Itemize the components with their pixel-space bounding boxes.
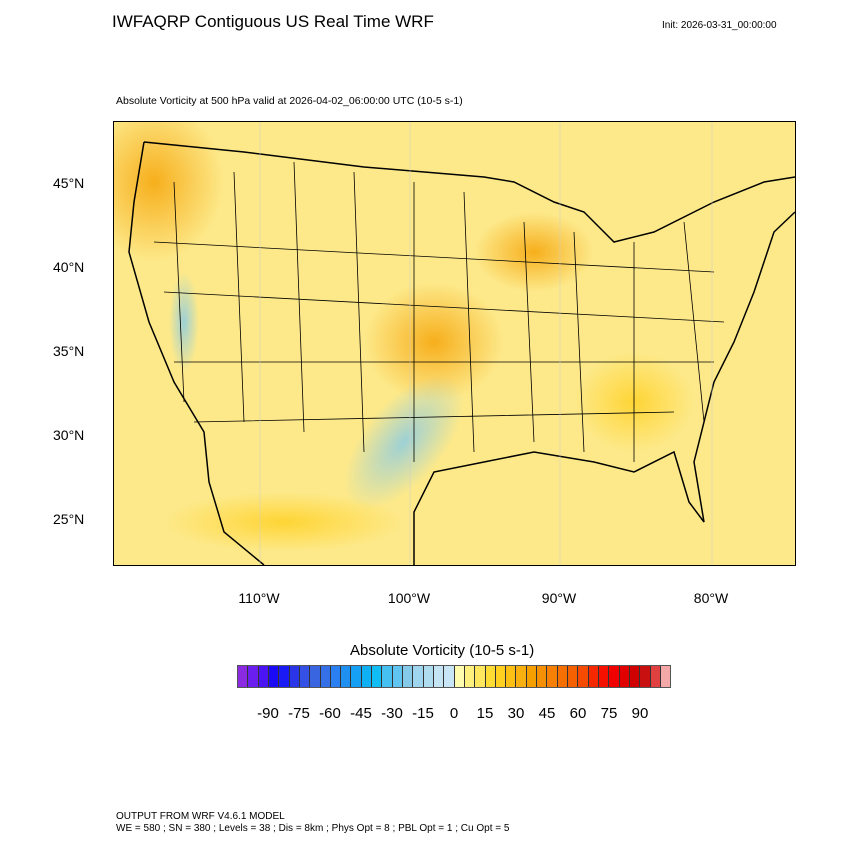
colorbar-box	[372, 666, 383, 687]
vorticity-field	[169, 272, 199, 372]
footer-config: WE = 580 ; SN = 380 ; Levels = 38 ; Dis …	[116, 823, 510, 834]
coastline-outline	[128, 141, 796, 566]
colorbar-box	[578, 666, 589, 687]
colorbar-box	[423, 666, 434, 687]
vorticity-field	[164, 492, 404, 552]
colorbar	[237, 665, 671, 688]
lon-label: 100°W	[387, 590, 431, 606]
colorbar-box	[650, 666, 661, 687]
colorbar-box	[351, 666, 362, 687]
lat-label: 45°N	[53, 175, 85, 191]
footer-model: OUTPUT FROM WRF V4.6.1 MODEL	[116, 811, 285, 822]
vorticity-field	[344, 375, 464, 509]
colorbar-tick-label: -30	[381, 705, 403, 722]
vorticity-field	[84, 102, 224, 262]
colorbar-tick-label: 60	[569, 705, 587, 722]
figure-title: IWFAQRP Contiguous US Real Time WRF	[112, 12, 434, 31]
colorbar-box	[495, 666, 507, 687]
colorbar-box	[248, 666, 259, 687]
vorticity-map	[84, 102, 796, 566]
colorbar-box	[537, 666, 548, 687]
colorbar-box	[557, 666, 568, 687]
lat-label: 35°N	[53, 343, 85, 359]
colorbar-tick-label: 90	[631, 705, 649, 722]
colorbar-box	[361, 666, 373, 687]
lat-label: 30°N	[53, 427, 85, 443]
colorbar-box	[609, 666, 620, 687]
colorbar-tick-label: 15	[476, 705, 494, 722]
vorticity-field	[474, 212, 594, 292]
colorbar-tick-label: -15	[412, 705, 434, 722]
colorbar-box	[516, 666, 527, 687]
map-canvas	[84, 102, 796, 566]
colorbar-box	[258, 666, 269, 687]
colorbar-box	[526, 666, 538, 687]
colorbar-box	[330, 666, 342, 687]
colorbar-box	[619, 666, 630, 687]
colorbar-box	[547, 666, 558, 687]
colorbar-box	[320, 666, 331, 687]
colorbar-tick-label: -90	[257, 705, 279, 722]
colorbar-box	[413, 666, 424, 687]
colorbar-box	[588, 666, 599, 687]
colorbar-tick-label: 30	[507, 705, 525, 722]
colorbar-box	[279, 666, 290, 687]
colorbar-box	[475, 666, 486, 687]
lon-label: 80°W	[693, 590, 729, 606]
colorbar-box	[392, 666, 403, 687]
colorbar-box	[454, 666, 465, 687]
colorbar-box	[598, 666, 610, 687]
colorbar-box	[506, 666, 517, 687]
colorbar-box	[310, 666, 321, 687]
colorbar-box	[485, 666, 496, 687]
colorbar-box	[640, 666, 651, 687]
state-borders	[153, 161, 725, 462]
colorbar-tick-label: 0	[449, 705, 459, 722]
colorbar-box	[299, 666, 311, 687]
colorbar-tick-label: 45	[538, 705, 556, 722]
colorbar-tick-label: -75	[288, 705, 310, 722]
colorbar-box	[629, 666, 641, 687]
colorbar-tick-label: -60	[319, 705, 341, 722]
colorbar-box	[289, 666, 300, 687]
lon-label: 110°W	[238, 590, 280, 606]
colorbar-box	[433, 666, 445, 687]
colorbar-tick-label: 75	[600, 705, 618, 722]
graticule	[259, 122, 713, 565]
colorbar-box	[464, 666, 476, 687]
colorbar-box	[238, 666, 249, 687]
lat-label: 40°N	[53, 259, 85, 275]
colorbar-title: Absolute Vorticity (10-5 s-1)	[350, 642, 535, 659]
lon-label: 90°W	[541, 590, 577, 606]
colorbar-tick-label: -45	[350, 705, 372, 722]
colorbar-box	[568, 666, 579, 687]
plot-subtitle: Absolute Vorticity at 500 hPa valid at 2…	[116, 95, 463, 107]
colorbar-box	[444, 666, 455, 687]
colorbar-box	[660, 666, 671, 687]
colorbar-box	[341, 666, 352, 687]
colorbar-box	[268, 666, 280, 687]
lat-label: 25°N	[53, 511, 85, 527]
init-time: Init: 2026-03-31_00:00:00	[662, 20, 777, 31]
colorbar-box	[403, 666, 414, 687]
colorbar-box	[382, 666, 393, 687]
